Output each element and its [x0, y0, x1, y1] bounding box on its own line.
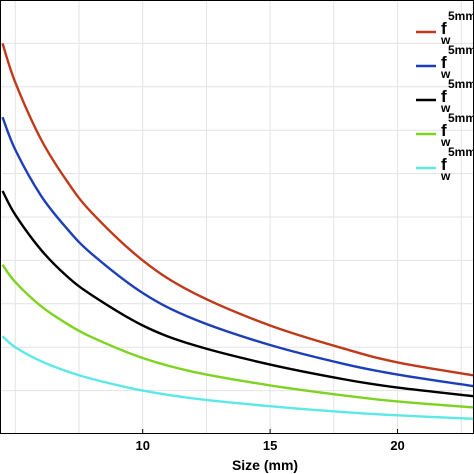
legend-label-main: f [441, 155, 447, 174]
series-line-5 [1, 335, 474, 421]
legend-label-main: f [441, 53, 447, 72]
legend-label-subscript: w [440, 101, 451, 115]
legend-label-subscript: w [440, 67, 451, 81]
legend-label-superscript: 5mm [448, 9, 474, 23]
legend-label-main: f [441, 121, 447, 140]
x-tick-label: 10 [135, 438, 149, 453]
grid [0, 0, 474, 434]
x-axis-label: Size (mm) [232, 457, 298, 473]
legend-label-main: f [441, 19, 447, 38]
x-ticks: 10 15 20 [135, 429, 405, 453]
series-line-4 [1, 264, 474, 409]
series-line-3 [1, 190, 474, 398]
legend-label-subscript: w [440, 135, 451, 149]
series-line-2 [1, 116, 474, 388]
legend-label-superscript: 5mm [448, 145, 474, 159]
legend-label-main: f [441, 87, 447, 106]
series-line-1 [1, 43, 474, 377]
x-tick-label: 20 [390, 438, 404, 453]
series-lines [1, 43, 474, 421]
legend-label-superscript: 5mm [448, 77, 474, 91]
legend-label-superscript: 5mm [448, 111, 474, 125]
legend-label-superscript: 5mm [448, 43, 474, 57]
legend-label-subscript: w [440, 169, 451, 183]
x-tick-label: 15 [263, 438, 277, 453]
legend-label-subscript: w [440, 33, 451, 47]
